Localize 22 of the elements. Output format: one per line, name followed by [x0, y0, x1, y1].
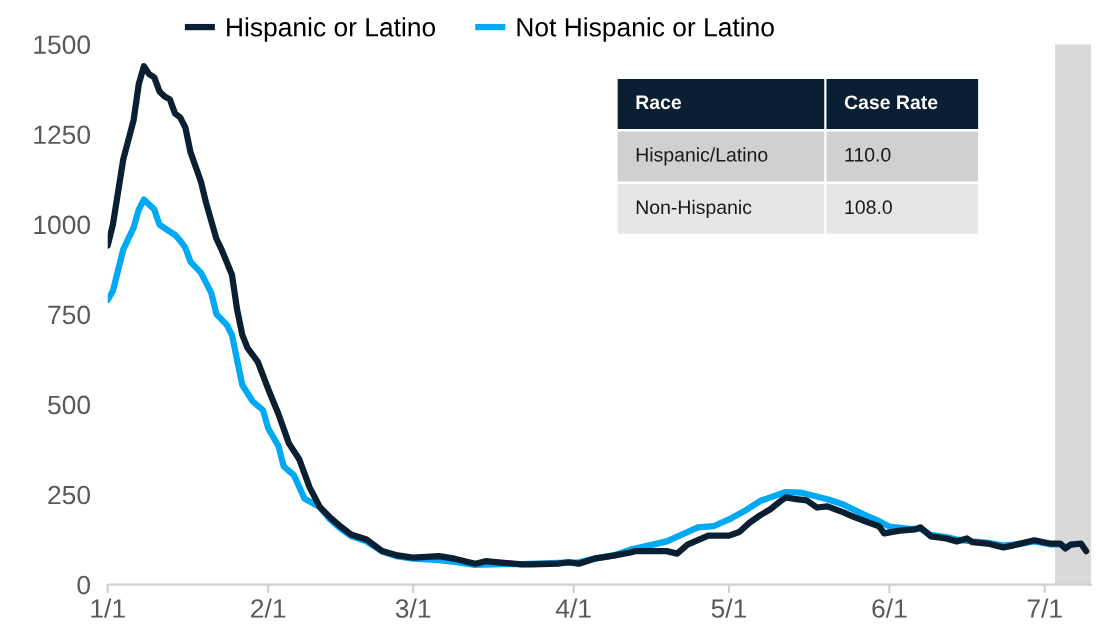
annotation: Case Rate: [844, 95, 938, 110]
legend-label: Not Hispanic or Latino: [517, 17, 774, 42]
annotation: 108.0: [845, 200, 892, 215]
x-tick-label: 5/1: [711, 598, 746, 618]
annotation: 110.0: [845, 147, 891, 162]
y-tick-label: 0: [77, 575, 90, 595]
y-tick-label: 1000: [34, 215, 91, 235]
annotation: Hispanic/Latino: [636, 147, 768, 166]
y-tick-label: 250: [48, 485, 91, 505]
y-tick-label: 1250: [34, 125, 91, 145]
x-tick-label: 4/1: [555, 598, 591, 618]
x-tick-label: 1/1: [91, 598, 125, 618]
y-tick-label: 500: [48, 395, 91, 415]
annotation: Non-Hispanic: [636, 199, 752, 218]
annotation: Race: [636, 95, 682, 110]
y-tick-label: 1500: [34, 35, 91, 55]
x-tick-label: 7/1: [1027, 598, 1062, 618]
x-tick-label: 6/1: [872, 598, 907, 618]
legend-label: Hispanic or Latino: [227, 17, 436, 42]
x-tick-label: 2/1: [251, 598, 286, 618]
x-tick-label: 3/1: [395, 598, 431, 618]
y-tick-label: 750: [48, 305, 91, 325]
